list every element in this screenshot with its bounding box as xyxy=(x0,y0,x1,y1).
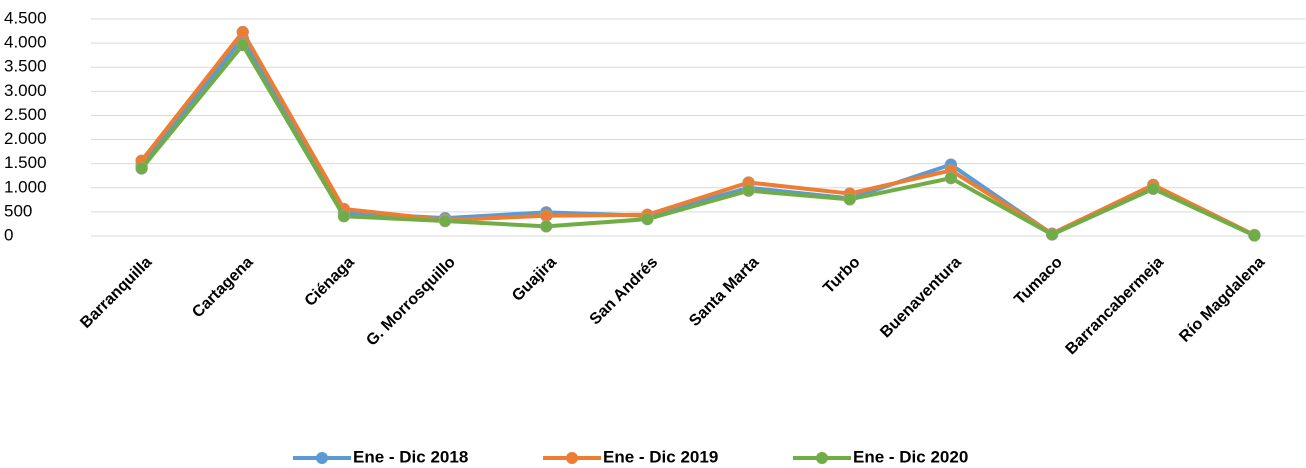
marker xyxy=(236,25,249,39)
y-tick-label: 4.500 xyxy=(4,8,47,27)
y-tick-label: 2.000 xyxy=(4,129,47,148)
x-tick-label: Buenaventura xyxy=(877,254,965,342)
marker xyxy=(843,193,856,206)
marker xyxy=(1147,182,1160,195)
legend-label: Ene - Dic 2019 xyxy=(603,447,718,466)
marker xyxy=(438,214,452,228)
marker xyxy=(742,184,755,197)
x-tick-label: Turbo xyxy=(820,254,863,297)
y-tick-label: 4.000 xyxy=(4,33,47,52)
marker xyxy=(944,171,958,185)
x-tick-label: G. Morrosquillo xyxy=(363,254,459,350)
marker xyxy=(337,209,351,223)
y-tick-label: 1.000 xyxy=(4,177,47,196)
legend-marker xyxy=(816,452,828,464)
marker xyxy=(540,209,553,222)
marker xyxy=(540,220,553,233)
x-tick-label: Barranquilla xyxy=(77,254,155,332)
x-tick-label: Barrancabermeja xyxy=(1063,254,1168,359)
x-tick-label: Santa Marta xyxy=(686,254,762,330)
x-tick-label: Guajira xyxy=(509,254,560,305)
y-tick-label: 0 xyxy=(4,225,13,244)
series-line xyxy=(140,43,1256,238)
y-tick-label: 1.500 xyxy=(4,153,47,172)
legend-marker xyxy=(566,452,578,464)
x-tick-label: Río Magdalena xyxy=(1176,254,1268,346)
y-tick-label: 3.500 xyxy=(4,57,47,76)
y-tick-label: 2.500 xyxy=(4,105,47,124)
legend-label: Ene - Dic 2020 xyxy=(853,447,968,466)
legend-label: Ene - Dic 2018 xyxy=(353,447,468,466)
marker xyxy=(641,212,654,226)
x-tick-label: Tumaco xyxy=(1011,254,1066,309)
legend-marker xyxy=(316,452,328,464)
y-tick-label: 3.000 xyxy=(4,81,47,100)
x-tick-label: San Andrés xyxy=(587,254,662,329)
y-tick-label: 500 xyxy=(4,201,32,220)
x-tick-label: Ciénaga xyxy=(302,254,358,310)
x-tick-label: Cartagena xyxy=(189,254,256,321)
marker xyxy=(1248,229,1261,242)
marker xyxy=(135,162,148,175)
marker xyxy=(236,38,249,52)
marker xyxy=(1045,228,1059,241)
